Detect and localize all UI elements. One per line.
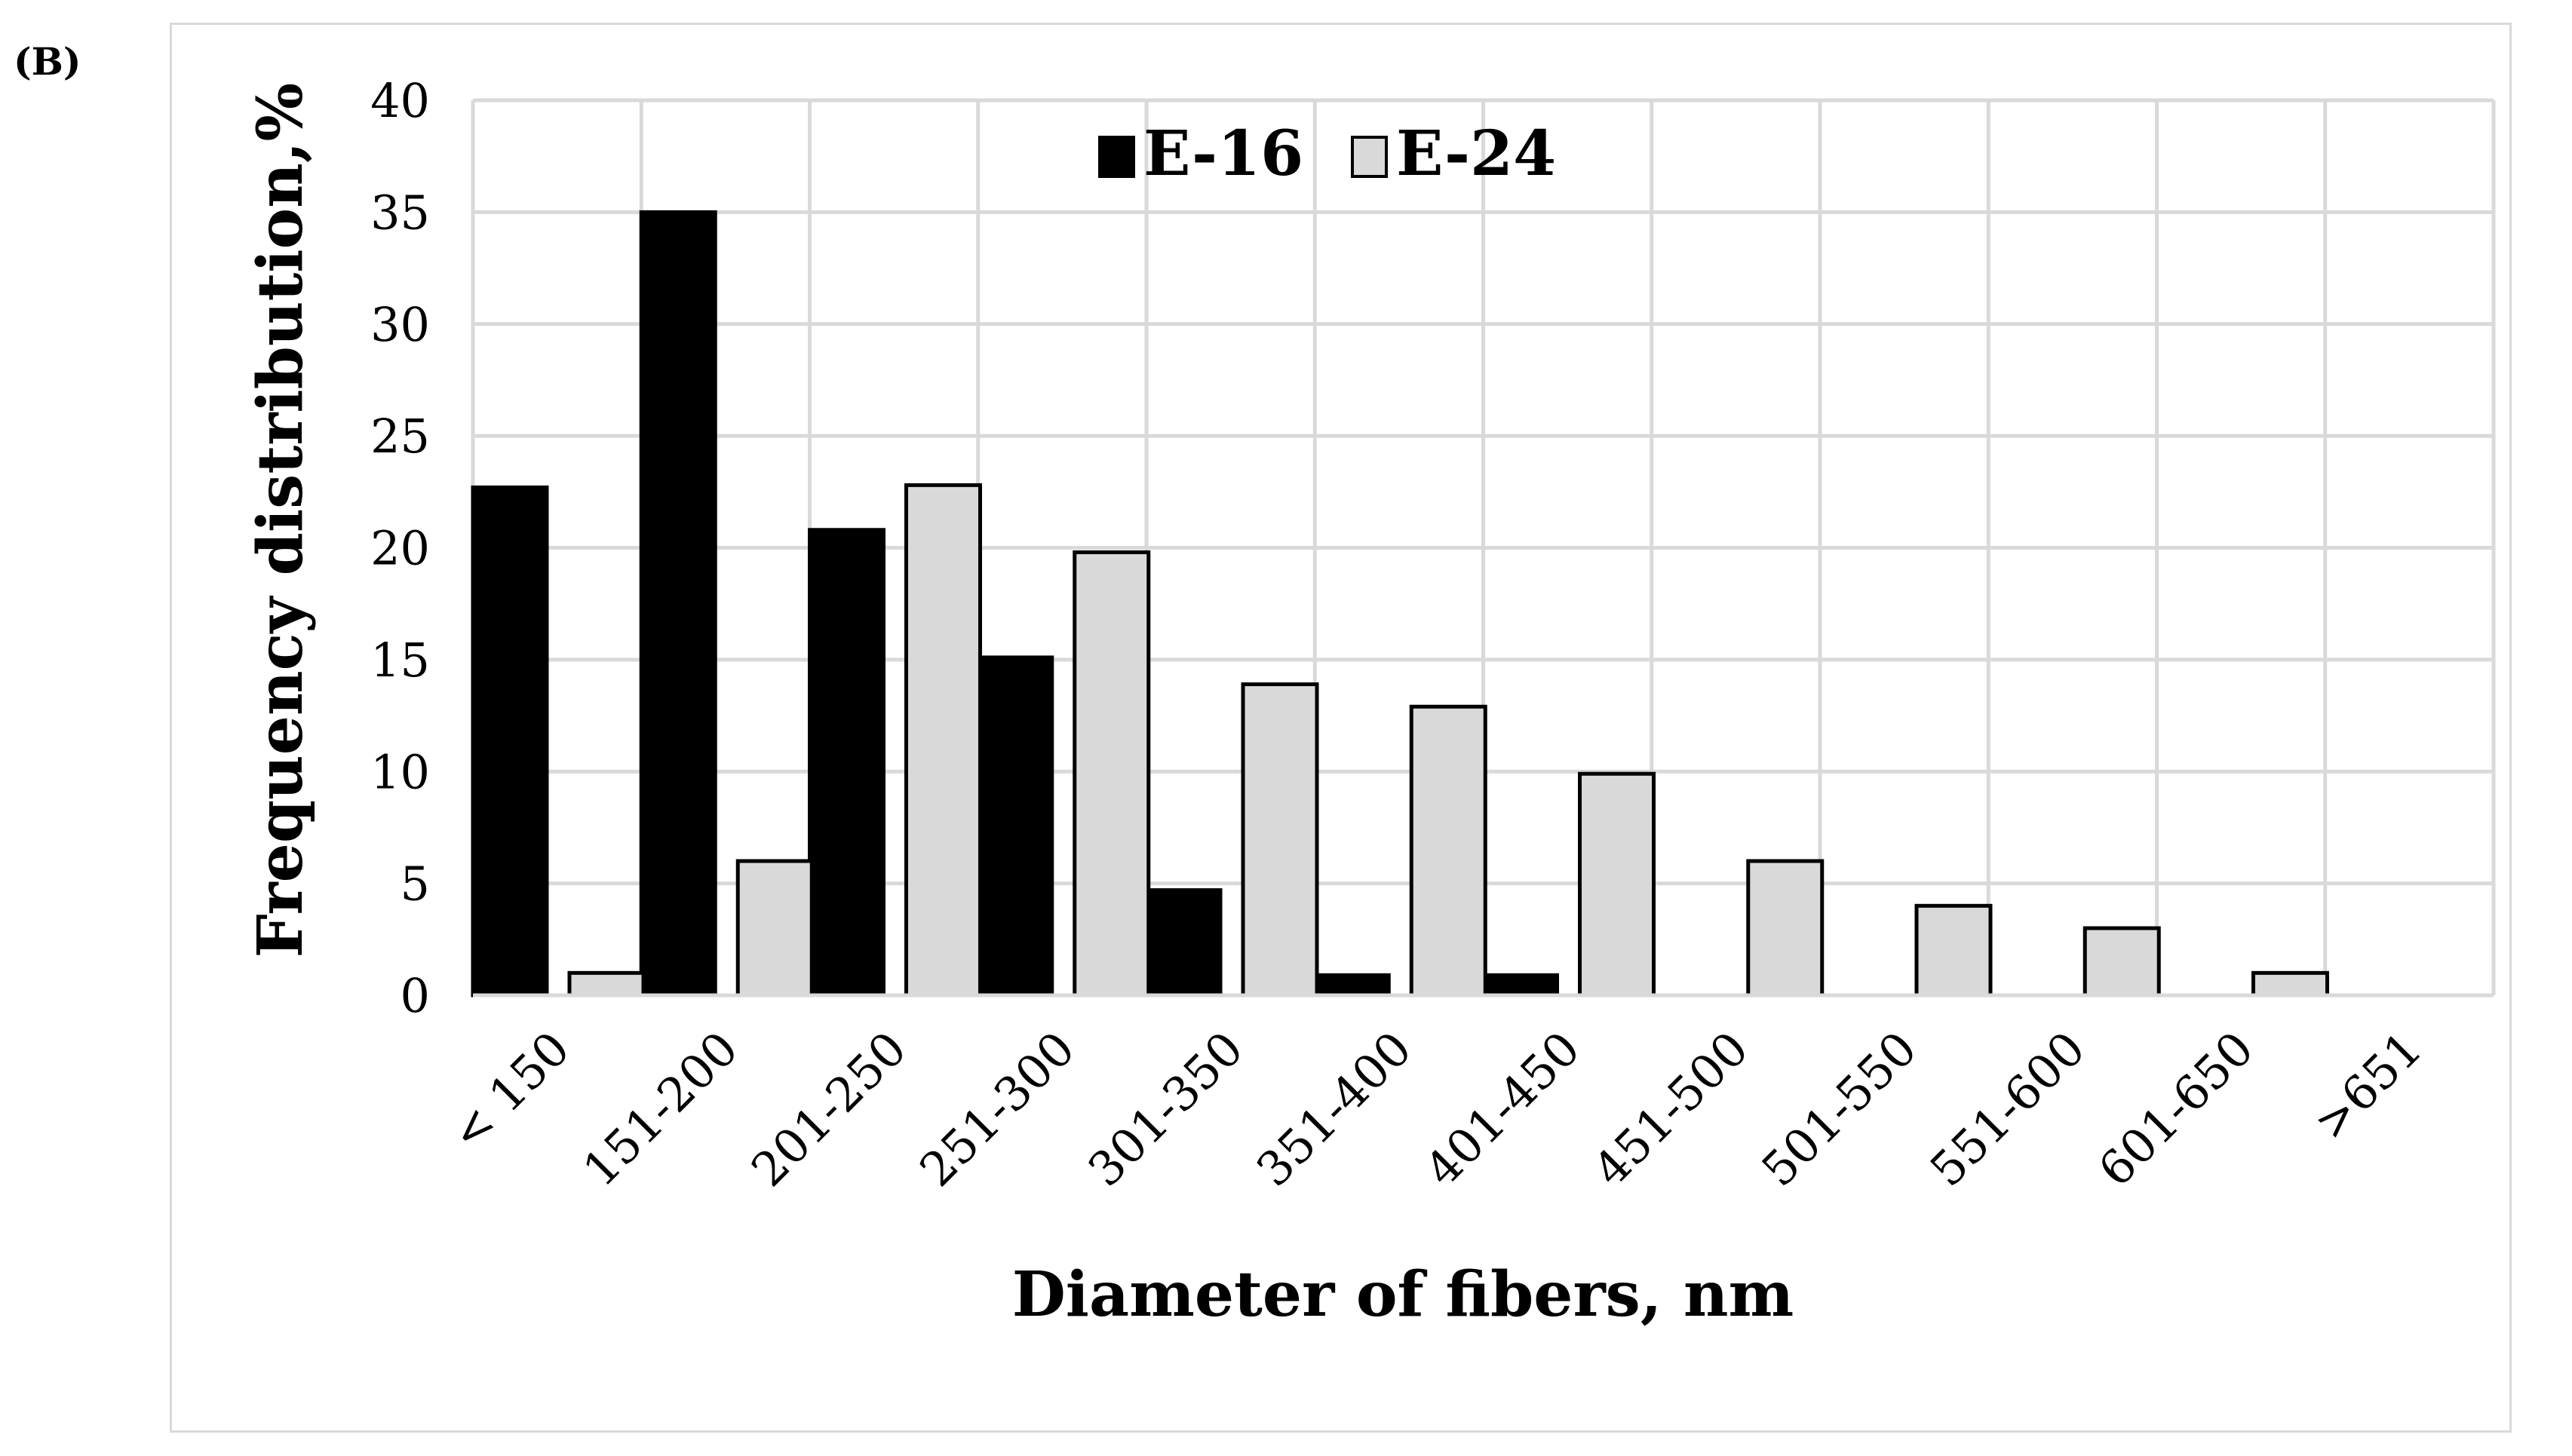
bar-e-16-3 — [976, 655, 1054, 998]
bar-e-24-3 — [1073, 550, 1151, 998]
bar-e-16-2 — [808, 528, 885, 998]
x-tick-label: 151-200 — [572, 1021, 749, 1197]
x-tick-label: 401-450 — [1414, 1021, 1591, 1197]
y-tick-label: 35 — [370, 185, 430, 240]
bar-e-16-6 — [1481, 973, 1559, 998]
bar-e-16-5 — [1312, 973, 1391, 998]
x-tick-label: 501-550 — [1751, 1021, 1927, 1197]
x-tick-label: 551-600 — [1920, 1021, 2096, 1197]
y-axis-title: Frequency distribution,% — [244, 83, 317, 958]
bar-e-24-2 — [904, 483, 982, 998]
y-tick-label: 30 — [370, 297, 430, 352]
bar-e-24-5 — [1409, 704, 1487, 998]
y-tick-label: 15 — [370, 633, 430, 688]
chart-frame — [170, 23, 2512, 1433]
bar-e-24-0 — [567, 970, 646, 998]
x-tick-label: 351-400 — [1246, 1021, 1423, 1197]
bars — [471, 210, 2329, 998]
x-tick-label: >651 — [2303, 1021, 2432, 1151]
bar-e-24-10 — [2251, 970, 2329, 998]
y-tick-label: 20 — [370, 521, 430, 576]
bar-e-24-8 — [1914, 903, 1993, 998]
x-tick-label: 201-250 — [741, 1021, 917, 1197]
bar-e-16-0 — [471, 485, 549, 998]
x-tick-labels: < 150151-200201-250251-300301-350351-400… — [440, 1021, 2432, 1197]
bar-e-24-1 — [735, 859, 814, 998]
bar-e-16-1 — [639, 210, 717, 998]
bar-e-16-4 — [1144, 888, 1223, 998]
y-tick-label: 0 — [401, 968, 430, 1023]
bar-e-24-9 — [2082, 926, 2161, 998]
legend-swatch-e-16 — [1098, 136, 1135, 178]
x-tick-label: < 150 — [440, 1021, 580, 1161]
legend: E-16 E-24 — [1098, 118, 1556, 190]
x-tick-label: 601-650 — [2088, 1021, 2264, 1197]
panel-label: (B) — [14, 39, 81, 84]
y-tick-label: 10 — [370, 744, 430, 799]
legend-label-e-24: E-24 — [1396, 118, 1556, 190]
x-axis-title: Diameter of fibers, nm — [1012, 1258, 1794, 1331]
x-tick-label: 451-500 — [1582, 1021, 1759, 1197]
y-tick-label: 40 — [370, 73, 430, 128]
x-tick-label: 301-350 — [1077, 1021, 1254, 1197]
y-tick-labels: 0 5 10 15 20 25 30 35 40 — [370, 73, 430, 1023]
bar-e-24-6 — [1578, 771, 1656, 998]
y-tick-label: 25 — [370, 409, 430, 464]
bar-e-24-4 — [1241, 682, 1319, 998]
legend-label-e-16: E-16 — [1143, 118, 1303, 190]
legend-swatch-e-24 — [1351, 136, 1388, 178]
x-tick-label: 251-300 — [909, 1021, 1085, 1197]
y-tick-label: 5 — [401, 857, 430, 912]
bar-e-24-7 — [1746, 859, 1825, 998]
